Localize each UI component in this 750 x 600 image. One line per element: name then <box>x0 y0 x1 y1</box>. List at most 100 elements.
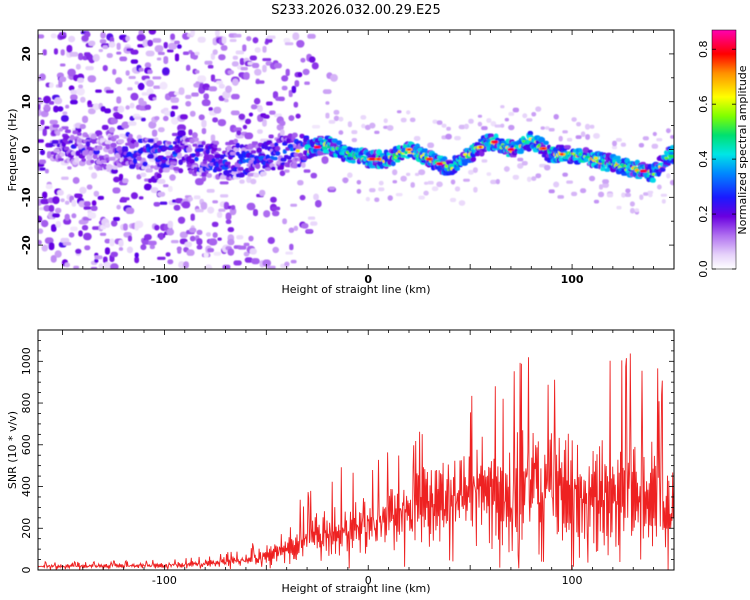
spectrogram-cell <box>486 118 492 123</box>
spectrogram-cell <box>186 147 193 153</box>
spectrogram-cell <box>82 115 89 124</box>
spectrogram-cell <box>468 118 474 124</box>
spectrogram-cell <box>602 182 609 188</box>
spectrogram-cell <box>285 68 290 77</box>
spectrogram-cell <box>239 172 245 178</box>
spectrogram-cell <box>378 180 384 186</box>
spectrogram-cell <box>281 75 289 82</box>
spectrogram-cell <box>51 224 57 232</box>
spectrogram-cell <box>196 229 203 235</box>
spectrogram-cell <box>195 151 201 157</box>
spectrogram-cell <box>154 45 164 53</box>
spectrogram-cell <box>141 239 150 245</box>
spectrogram-cell <box>585 123 591 130</box>
spectrogram-cell <box>92 54 100 62</box>
spectrogram-cell <box>94 255 103 260</box>
spectrogram-cell <box>66 44 73 53</box>
spectrogram-cell <box>479 150 485 157</box>
spectrogram-cell <box>156 140 163 146</box>
spectrogram-cell <box>194 70 200 74</box>
spectrogram-cell <box>159 201 168 205</box>
spectrogram-cell <box>121 197 130 201</box>
spectrogram-cell <box>206 173 212 178</box>
spectrogram-cell <box>400 154 406 158</box>
spectrogram-cell <box>243 72 250 80</box>
spectrogram-cell <box>185 101 192 107</box>
spectrogram-cell <box>218 83 225 89</box>
spectrogram-cell <box>54 97 63 105</box>
spectrogram-cell <box>104 222 111 228</box>
spectrogram-cell <box>441 123 447 128</box>
spectrogram-cell <box>495 179 500 185</box>
spectrogram-cell <box>262 64 267 73</box>
spectrogram-cell <box>46 151 52 159</box>
snr-panel: -100 0 100 0 200 400 600 800 1000 Height of str… <box>6 329 675 595</box>
spectrogram-cell <box>58 127 63 132</box>
spectrogram-cell <box>106 164 113 170</box>
spectrogram-cell <box>560 153 564 156</box>
spectrogram-cell <box>270 196 277 203</box>
spectrogram-cell <box>162 145 168 151</box>
spectrogram-cell <box>251 62 260 69</box>
spectrogram-cell <box>271 166 276 171</box>
spectrogram-cell <box>118 173 124 182</box>
spectrogram-cell <box>112 187 121 194</box>
spectrogram-cell <box>621 192 626 198</box>
spectrogram-cell <box>266 35 276 39</box>
spectrogram-cell <box>297 72 303 78</box>
spectrogram-cell <box>611 145 618 150</box>
spectrogram-cell <box>150 165 155 169</box>
spectrogram-cell <box>458 200 466 206</box>
spectrogram-cell <box>177 130 186 138</box>
spectrogram-cell <box>196 244 203 250</box>
spectrogram-cell <box>211 158 216 163</box>
spectrogram-cell <box>424 181 429 185</box>
colorbar-gradient <box>711 29 737 270</box>
spectrogram-cell <box>668 154 674 158</box>
snr-y-axis-label: SNR (10 * v/v) <box>6 411 19 489</box>
spectrogram-cell <box>55 207 62 214</box>
spectrogram-cell <box>227 70 235 75</box>
spectrogram-cell <box>70 226 78 232</box>
spectrogram-cell <box>347 172 353 178</box>
spectrogram-cell <box>215 30 220 37</box>
spectrogram-cell <box>231 171 239 175</box>
spectrogram-cell <box>374 197 380 202</box>
spectrogram-cell <box>639 194 644 200</box>
snr-x-axis-label: Height of straight line (km) <box>281 582 430 595</box>
spectrogram-cell <box>192 132 198 139</box>
spectrogram-cell <box>101 124 109 130</box>
spectrogram-cell <box>143 183 152 191</box>
snr-x-ticks: -100 0 100 <box>62 330 675 587</box>
spectrogram-cell <box>75 248 82 254</box>
spectrogram-cell <box>254 47 261 53</box>
spectrogram-cell <box>670 135 674 139</box>
spectrogram-cell <box>190 213 195 221</box>
spectrogram-cell <box>173 166 180 171</box>
spectrogram-cell <box>235 142 240 149</box>
spectrogram-cell <box>252 37 259 44</box>
spectrogram-cell <box>127 235 132 242</box>
spectrogram-cell <box>296 40 305 48</box>
spectrogram-cell <box>666 173 671 179</box>
spectrogram-cell <box>330 74 338 82</box>
spectrogram-cell <box>156 57 162 61</box>
spectrogram-cell <box>91 172 98 179</box>
spectrogram-cell <box>77 77 84 83</box>
spectrogram-cell <box>268 134 274 139</box>
y-tick-label: 400 <box>20 476 33 497</box>
spectrogram-cell <box>328 120 336 124</box>
spectrogram-cell <box>282 218 287 225</box>
spectrogram-cell <box>338 130 344 135</box>
spectrogram-cell <box>301 162 306 168</box>
spectrogram-cell <box>225 212 232 221</box>
spectrogram-cell <box>176 44 182 49</box>
spectrogram-cell <box>220 45 228 51</box>
spectrogram-cell <box>571 117 577 122</box>
spectrogram-cell <box>128 76 136 79</box>
spectrogram-cell <box>147 39 153 47</box>
spectrogram-cell <box>109 238 115 247</box>
spectrogram-cell <box>212 49 218 55</box>
spectrogram-cell <box>108 41 116 48</box>
spectrogram-cell <box>220 194 229 198</box>
